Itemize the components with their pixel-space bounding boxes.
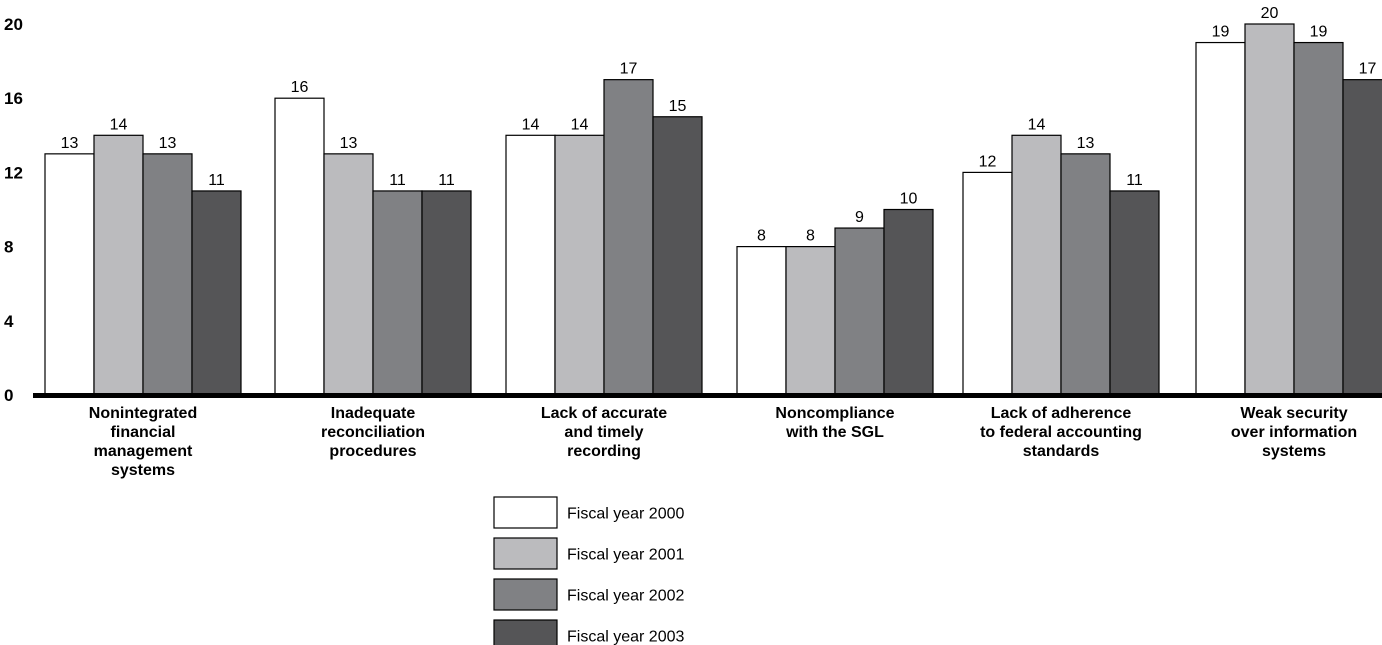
bar — [323, 153, 374, 396]
bar — [554, 134, 605, 396]
y-tick-label: 20 — [4, 15, 23, 34]
x-axis-line — [33, 393, 1382, 398]
data-label: 20 — [1261, 5, 1279, 22]
data-label: 8 — [757, 228, 766, 245]
bar — [1244, 23, 1295, 396]
legend-swatch — [493, 496, 558, 529]
data-label: 10 — [900, 191, 918, 208]
data-label: 9 — [855, 209, 864, 226]
category-label: Lack of adherence to federal accounting st… — [980, 405, 1142, 460]
data-label: 13 — [340, 135, 358, 152]
data-label: 17 — [1359, 61, 1377, 78]
data-label: 17 — [620, 61, 638, 78]
legend-swatch — [493, 537, 558, 570]
bar — [1011, 134, 1062, 396]
legend-label: Fiscal year 2001 — [567, 547, 684, 564]
category-label: Weak security over information systems — [1231, 405, 1357, 460]
data-label: 14 — [522, 116, 540, 133]
bar — [883, 208, 934, 396]
data-label: 11 — [208, 172, 225, 189]
data-label: 15 — [669, 98, 687, 115]
bar — [421, 190, 472, 396]
bar — [505, 134, 556, 396]
bar — [834, 227, 885, 396]
data-label: 13 — [1077, 135, 1095, 152]
y-tick-label: 4 — [4, 312, 14, 331]
bar — [372, 190, 423, 396]
data-label: 11 — [1126, 172, 1143, 189]
data-label: 8 — [806, 228, 815, 245]
data-label: 14 — [1028, 116, 1046, 133]
legend-swatch — [493, 578, 558, 611]
bar — [1195, 41, 1246, 396]
bar — [1109, 190, 1160, 396]
legend-label: Fiscal year 2003 — [567, 629, 684, 645]
data-label: 19 — [1310, 24, 1328, 41]
bar — [1060, 153, 1111, 396]
data-label: 14 — [571, 116, 589, 133]
y-tick-label: 8 — [4, 238, 13, 257]
legend-swatch — [493, 619, 558, 645]
data-label: 12 — [979, 153, 997, 170]
data-label: 19 — [1212, 24, 1230, 41]
bar — [1293, 41, 1344, 396]
category-label: Inadequate reconciliation procedures — [321, 405, 425, 460]
bar — [603, 79, 654, 396]
bar — [142, 153, 193, 396]
category-label: Nonintegrated financial management systems — [89, 405, 197, 479]
bar — [93, 134, 144, 396]
bar — [785, 246, 836, 396]
y-tick-label: 12 — [4, 163, 23, 182]
bar — [191, 190, 242, 396]
y-tick-label: 0 — [4, 386, 13, 405]
data-label: 11 — [438, 172, 455, 189]
bar — [962, 171, 1013, 396]
bar — [736, 246, 787, 396]
category-label: Lack of accurate and timely recording — [541, 405, 667, 460]
legend-label: Fiscal year 2002 — [567, 588, 684, 605]
data-label: 13 — [61, 135, 79, 152]
data-label: 13 — [159, 135, 177, 152]
bar — [274, 97, 325, 396]
bar — [44, 153, 95, 396]
bar — [1342, 79, 1382, 396]
data-label: 14 — [110, 116, 128, 133]
bar — [652, 116, 703, 396]
y-tick-label: 16 — [4, 89, 23, 108]
legend-label: Fiscal year 2000 — [567, 506, 684, 523]
data-label: 11 — [389, 172, 406, 189]
category-label: Noncompliance with the SGL — [775, 405, 894, 441]
data-label: 16 — [291, 79, 309, 96]
